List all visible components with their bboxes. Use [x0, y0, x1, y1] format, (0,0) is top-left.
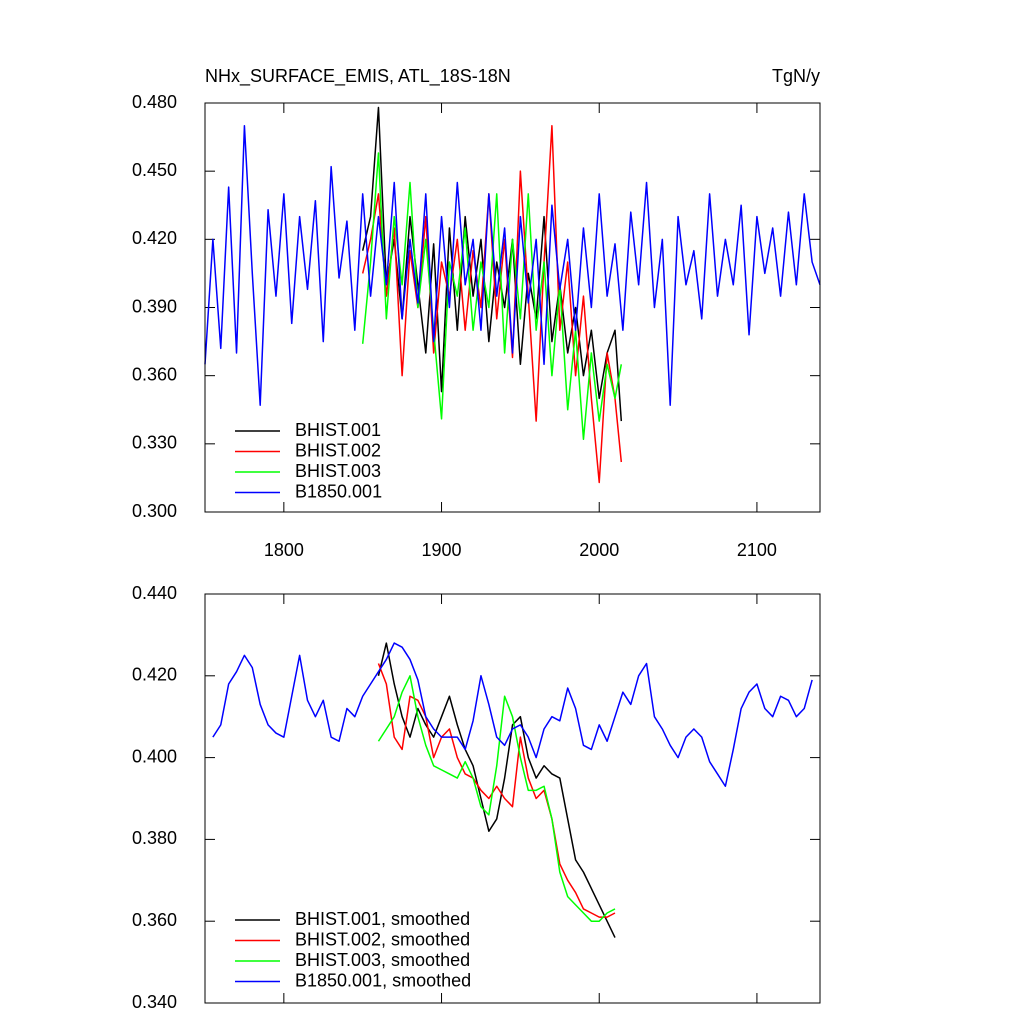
x-tick-label: 1800 — [264, 540, 304, 560]
legend-label: BHIST.001 — [295, 420, 381, 440]
x-tick-label: 2100 — [737, 540, 777, 560]
y-tick-label: 0.450 — [132, 160, 177, 180]
legend-label: BHIST.003 — [295, 461, 381, 481]
y-tick-label: 0.400 — [132, 746, 177, 766]
data-line — [377, 675, 616, 922]
y-tick-label: 0.480 — [132, 92, 177, 112]
legend-label: BHIST.001, smoothed — [295, 909, 470, 929]
data-line — [204, 124, 821, 406]
plot-frame — [204, 593, 821, 1004]
data-line — [377, 642, 616, 938]
y-tick-label: 0.390 — [132, 296, 177, 316]
x-tick-label: 1900 — [422, 540, 462, 560]
legend-label: BHIST.002, smoothed — [295, 929, 470, 949]
legend-label: BHIST.002 — [295, 440, 381, 460]
y-tick-label: 0.380 — [132, 828, 177, 848]
y-tick-label: 0.420 — [132, 665, 177, 685]
y-tick-label: 0.360 — [132, 364, 177, 384]
units-label: TgN/y — [772, 66, 820, 86]
y-tick-label: 0.440 — [132, 583, 177, 603]
legend-label: B1850.001 — [295, 481, 382, 501]
y-tick-label: 0.360 — [132, 910, 177, 930]
x-tick-label: 2000 — [579, 540, 619, 560]
data-line — [377, 663, 616, 918]
chart-title: NHx_SURFACE_EMIS, ATL_18S-18N — [205, 66, 511, 87]
y-tick-label: 0.330 — [132, 433, 177, 453]
data-line — [212, 642, 813, 787]
y-tick-label: 0.340 — [132, 992, 177, 1012]
y-tick-label: 0.300 — [132, 501, 177, 521]
plot-frame — [204, 102, 821, 513]
y-tick-label: 0.420 — [132, 228, 177, 248]
legend-label: BHIST.003, smoothed — [295, 950, 470, 970]
legend-label: B1850.001, smoothed — [295, 970, 471, 990]
